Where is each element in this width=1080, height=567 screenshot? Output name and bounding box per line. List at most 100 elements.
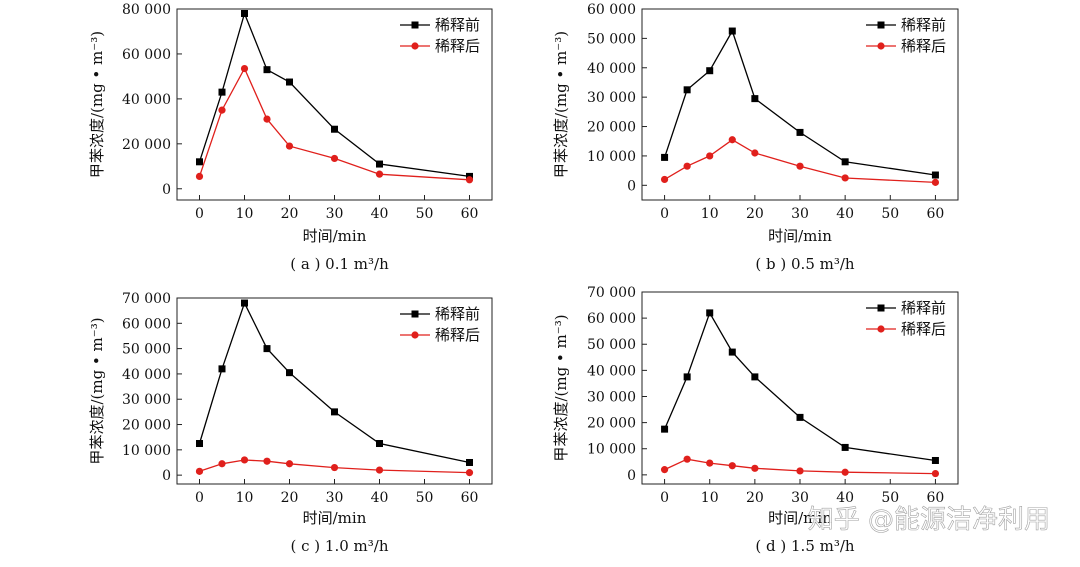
x-tick-label: 30 (791, 206, 809, 222)
legend-label-0: 稀释前 (435, 16, 480, 34)
data-point-square (466, 458, 473, 466)
data-point-circle (375, 466, 384, 474)
y-tick-label: 60 000 (122, 47, 171, 63)
data-point-circle (683, 162, 691, 170)
data-point-square (796, 413, 804, 421)
y-tick-label: 10 000 (587, 149, 636, 165)
data-point-square (376, 440, 383, 448)
series-line-1 (664, 139, 936, 184)
data-point-circle (240, 64, 249, 73)
data-point-square (196, 440, 203, 448)
x-tick-label: 50 (881, 490, 899, 506)
data-point-square (683, 373, 691, 381)
y-tick-label: 60 000 (587, 2, 636, 18)
y-tick-label: 20 000 (587, 120, 636, 136)
x-tick-label: 20 (281, 490, 299, 506)
data-point-square (661, 425, 669, 433)
y-tick-label: 60 000 (122, 316, 171, 332)
x-axis-title: 时间/min (303, 227, 367, 245)
data-point-square (331, 125, 338, 133)
y-tick-label: 40 000 (587, 363, 636, 379)
y-tick-label: 50 000 (587, 31, 636, 47)
x-tick-label: 10 (236, 206, 254, 222)
legend-marker-square (411, 310, 419, 318)
x-tick-label: 50 (881, 206, 899, 222)
panel-caption: ( c ) 1.0 m³/h (291, 537, 389, 555)
x-tick-label: 20 (281, 206, 299, 222)
x-tick-label: 60 (461, 490, 479, 506)
data-point-circle (375, 170, 384, 178)
series-line-1 (198, 67, 470, 181)
data-point-circle (660, 466, 669, 474)
x-tick-label: 30 (791, 490, 809, 506)
series-line-0 (663, 29, 936, 176)
x-tick-label: 10 (236, 490, 254, 506)
data-point-circle (841, 174, 849, 182)
y-tick-label: 20 000 (122, 137, 171, 153)
legend-marker-square (877, 21, 885, 29)
x-axis-title: 时间/min (768, 227, 832, 245)
panel-caption: ( b ) 0.5 m³/h (755, 255, 855, 273)
data-point-circle (195, 172, 204, 181)
data-point-square (241, 9, 248, 17)
y-tick-label: 20 000 (587, 416, 636, 432)
x-tick-label: 40 (371, 206, 389, 222)
x-tick-label: 40 (836, 490, 854, 506)
data-point-circle (285, 142, 294, 150)
data-point-circle (285, 460, 294, 468)
series-line-0 (198, 301, 470, 464)
data-point-circle (841, 468, 849, 476)
data-point-square (331, 408, 338, 416)
data-point-square (706, 309, 714, 317)
y-tick-label: 40 000 (122, 92, 171, 108)
data-point-square (706, 67, 714, 75)
data-point-circle (728, 136, 736, 144)
x-tick-label: 40 (836, 206, 854, 222)
y-tick-label: 0 (627, 178, 636, 194)
x-tick-label: 0 (660, 490, 669, 506)
data-point-square (751, 95, 759, 103)
legend-marker-circle (877, 42, 885, 50)
data-point-circle (706, 152, 714, 160)
legend-label-1: 稀释后 (435, 326, 480, 344)
chart-panel-3: 0 10 20 30 40 50 60 0 10 000 20 000 30 000 40 000 50… (552, 285, 959, 555)
data-point-circle (218, 460, 226, 468)
y-tick-label: 30 000 (587, 389, 636, 405)
x-tick-label: 60 (927, 490, 945, 506)
data-point-square (263, 345, 271, 353)
y-tick-label: 40 000 (122, 367, 171, 383)
data-point-circle (330, 154, 339, 163)
series-line-0 (198, 11, 470, 178)
data-point-square (286, 78, 293, 86)
y-axis-title: 甲苯浓度/(mg • m⁻³) (552, 31, 570, 178)
panel-caption: ( a ) 0.1 m³/h (290, 255, 389, 273)
data-point-circle (931, 469, 940, 478)
y-tick-label: 0 (162, 468, 171, 484)
data-point-square (683, 86, 691, 94)
data-point-circle (330, 463, 339, 472)
data-point-circle (465, 469, 474, 477)
y-axis-title: 甲苯浓度/(mg • m⁻³) (552, 314, 570, 461)
x-tick-label: 50 (416, 206, 434, 222)
chart-panel-0: 0 10 20 30 40 50 60 0 20 000 40 000 60 000 80 000 时间… (88, 2, 493, 273)
legend-marker-square (411, 21, 419, 29)
data-point-circle (751, 464, 759, 472)
x-tick-label: 10 (701, 490, 719, 506)
data-point-square (376, 160, 383, 168)
data-point-circle (195, 467, 204, 475)
chart-panel-2: 0 10 20 30 40 50 60 0 10 000 20 000 30 000 40 000 50… (88, 291, 493, 555)
y-tick-label: 50 000 (587, 337, 636, 353)
x-tick-label: 50 (416, 490, 434, 506)
legend-label-0: 稀释前 (901, 299, 946, 317)
data-point-circle (218, 106, 226, 114)
data-point-square (751, 373, 759, 381)
y-tick-label: 70 000 (587, 285, 636, 301)
data-point-square (841, 443, 849, 451)
x-tick-label: 10 (701, 206, 719, 222)
data-point-square (931, 456, 939, 464)
y-tick-label: 20 000 (122, 418, 171, 434)
data-point-circle (240, 456, 249, 464)
x-tick-label: 0 (660, 206, 669, 222)
data-point-circle (796, 467, 804, 475)
data-point-square (286, 369, 293, 377)
